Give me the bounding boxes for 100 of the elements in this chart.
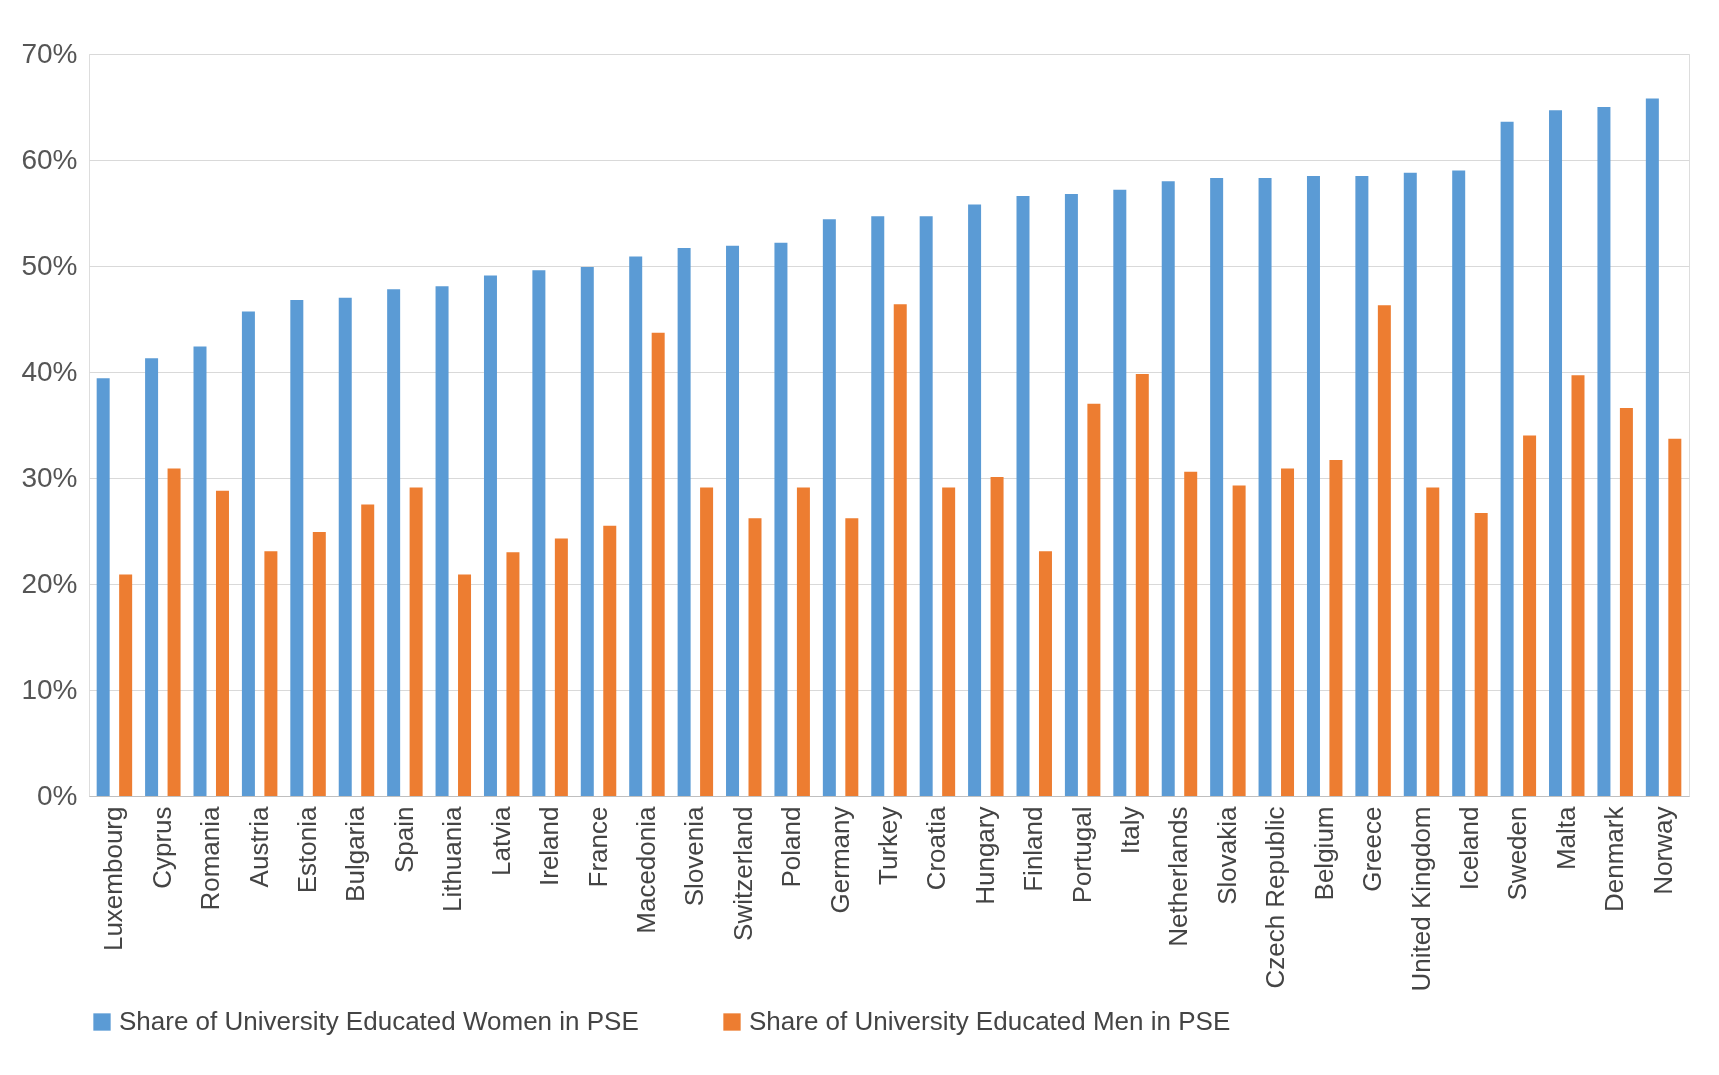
bar xyxy=(96,378,110,796)
x-tick-label: Belgium xyxy=(1308,806,1339,901)
bar xyxy=(651,332,665,796)
bar xyxy=(215,490,229,796)
legend-label: Share of University Educated Women in PSE xyxy=(119,1006,639,1036)
bar xyxy=(893,304,907,796)
bar xyxy=(290,299,304,796)
x-tick-label: Slovenia xyxy=(679,805,710,907)
y-tick-label: 20% xyxy=(21,567,78,599)
x-tick-label: United Kingdom xyxy=(1405,806,1436,992)
x-tick-label: Ireland xyxy=(534,806,565,886)
bar xyxy=(1668,438,1682,796)
bar xyxy=(1258,178,1272,796)
bar xyxy=(1306,175,1320,796)
x-tick-label: Hungary xyxy=(969,806,1000,905)
bar xyxy=(1500,121,1514,796)
bar xyxy=(580,267,594,796)
bar xyxy=(458,574,472,796)
x-tick-label: Turkey xyxy=(873,806,903,885)
bar xyxy=(409,487,423,796)
y-tick-label: 0% xyxy=(37,779,78,811)
y-tick-label: 30% xyxy=(21,461,78,493)
x-tick-label: Netherlands xyxy=(1163,806,1194,947)
bar xyxy=(1645,98,1659,796)
x-tick-label: Germany xyxy=(824,806,855,914)
bar xyxy=(167,468,181,796)
x-tick-label: Iceland xyxy=(1453,806,1484,891)
bar xyxy=(726,245,740,796)
bar xyxy=(1038,551,1052,796)
bar xyxy=(554,538,568,796)
y-tick-label: 70% xyxy=(21,37,78,69)
y-tick-label: 40% xyxy=(21,355,78,387)
bar xyxy=(119,574,133,796)
bar xyxy=(435,286,449,796)
bar xyxy=(361,504,375,796)
x-tick-label: Finland xyxy=(1018,806,1049,892)
bar xyxy=(1355,175,1369,796)
bar xyxy=(1135,374,1149,796)
bar xyxy=(1426,487,1440,796)
bar xyxy=(1184,471,1198,796)
x-tick-label: Norway xyxy=(1647,806,1678,895)
bar xyxy=(1619,408,1633,796)
bar xyxy=(796,487,810,796)
x-tick-label: Croatia xyxy=(921,805,952,891)
bar xyxy=(1016,196,1030,796)
bar xyxy=(532,270,546,796)
bar xyxy=(748,518,762,796)
bar xyxy=(871,216,885,796)
x-tick-label: Greece xyxy=(1357,806,1388,892)
bar xyxy=(822,219,836,796)
bar xyxy=(1329,459,1343,796)
y-tick-label: 60% xyxy=(21,143,78,175)
x-tick-label: Bulgaria xyxy=(340,805,371,902)
bar xyxy=(483,275,497,796)
bar xyxy=(968,204,982,796)
bar xyxy=(1597,107,1611,796)
x-tick-label: Italy xyxy=(1115,806,1146,855)
x-tick-label: Luxembourg xyxy=(98,806,129,952)
bar xyxy=(1571,375,1585,796)
bar xyxy=(338,297,352,796)
x-tick-label: Switzerland xyxy=(727,806,758,941)
legend-label: Share of University Educated Men in PSE xyxy=(749,1006,1231,1036)
x-tick-label: Slovakia xyxy=(1211,805,1242,905)
bar xyxy=(1161,181,1175,796)
bar xyxy=(145,358,159,796)
y-tick-label: 10% xyxy=(21,673,78,705)
x-tick-label: Spain xyxy=(388,806,419,873)
bar xyxy=(312,532,326,796)
bar xyxy=(1403,172,1417,796)
bar xyxy=(387,289,401,796)
bar xyxy=(1281,468,1295,796)
bar xyxy=(1549,110,1563,796)
bar xyxy=(264,551,278,796)
x-tick-label: France xyxy=(582,806,613,888)
bar xyxy=(1452,170,1466,796)
x-tick-label: Malta xyxy=(1550,805,1581,871)
bar xyxy=(1064,193,1078,796)
x-tick-label: Portugal xyxy=(1066,806,1097,904)
bar xyxy=(1113,189,1127,796)
x-tick-label: Sweden xyxy=(1502,806,1533,901)
x-tick-label: Macedonia xyxy=(630,805,661,934)
bar xyxy=(919,216,933,796)
x-tick-label: Estonia xyxy=(292,805,323,894)
x-tick-label: Romania xyxy=(195,805,226,911)
bar xyxy=(700,487,714,796)
bar xyxy=(1087,403,1101,796)
x-tick-label: Latvia xyxy=(485,805,516,876)
x-tick-label: Austria xyxy=(243,805,274,888)
bar xyxy=(1523,435,1537,796)
bar xyxy=(506,552,520,796)
bar xyxy=(603,525,617,796)
bar xyxy=(1210,178,1224,796)
x-tick-label: Lithuania xyxy=(437,805,468,913)
bar xyxy=(942,487,956,796)
bar xyxy=(774,242,788,796)
bar xyxy=(677,247,691,796)
bar xyxy=(629,256,643,796)
bar xyxy=(1474,512,1488,796)
y-tick-label: 50% xyxy=(21,249,78,281)
x-tick-label: Denmark xyxy=(1599,805,1630,912)
